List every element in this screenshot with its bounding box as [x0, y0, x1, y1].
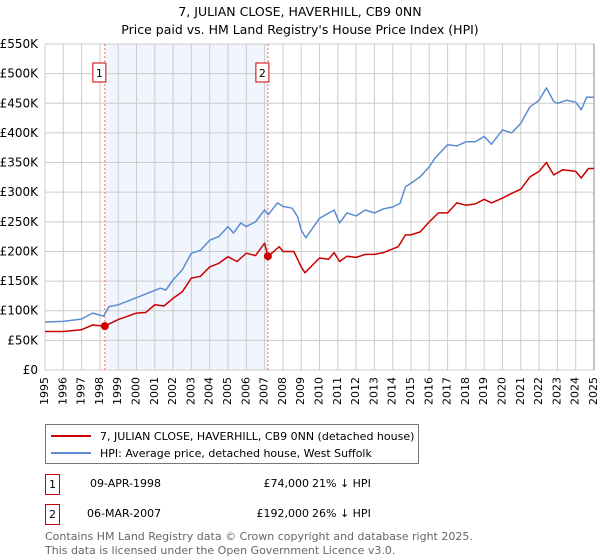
x-tick-label: 2012: [349, 377, 362, 405]
x-tick-label: 2000: [130, 377, 143, 405]
sale-point: [100, 322, 109, 331]
red-line-swatch: [51, 435, 91, 437]
x-tick-label: 2021: [514, 377, 527, 405]
sale-period-shading: [104, 44, 268, 370]
transaction-date: 06-MAR-2007: [87, 507, 162, 520]
x-tick-label: 2009: [294, 377, 307, 405]
x-tick-label: 2006: [239, 377, 252, 405]
footer-licence: This data is licensed under the Open Gov…: [45, 544, 396, 557]
chart-title: 7, JULIAN CLOSE, HAVERHILL, CB9 0NN: [178, 4, 422, 19]
transaction-price: £74,000: [263, 477, 310, 490]
marker-badge: 2: [45, 504, 60, 525]
x-tick-label: 2007: [258, 377, 271, 405]
y-tick-label: £450K: [0, 96, 39, 110]
x-tick-label: 2003: [184, 377, 197, 405]
y-tick-label: £300K: [0, 185, 39, 199]
y-tick-label: £50K: [7, 333, 39, 347]
sale-point: [263, 252, 272, 261]
y-tick-label: £250K: [0, 215, 39, 229]
sale-marker-label: 2: [259, 67, 266, 80]
x-tick-label: 2013: [367, 377, 380, 405]
footer-copyright: Contains HM Land Registry data © Crown c…: [45, 530, 473, 543]
transaction-price: £192,000: [256, 507, 310, 520]
y-tick-label: £0: [23, 363, 38, 377]
x-tick-label: 2002: [166, 377, 179, 405]
x-tick-label: 2010: [313, 377, 326, 405]
x-tick-label: 2014: [386, 377, 399, 405]
sale-marker-badge: [255, 62, 270, 83]
x-tick-label: 2015: [404, 377, 417, 405]
x-tick-label: 2008: [276, 377, 289, 405]
y-tick-label: £150K: [0, 274, 39, 288]
series-line: [44, 87, 594, 323]
price-chart: 1995 1996 1997 1998 1999 2000 2001 2002 2003 2004…: [0, 37, 600, 405]
y-tick-label: £100K: [0, 304, 39, 318]
transaction-date: 09-APR-1998: [90, 477, 162, 490]
transaction-hpi: 26% ↓ HPI: [312, 507, 371, 520]
x-tick-label: 2004: [203, 377, 216, 405]
series-line: [45, 161, 594, 333]
legend-label: HPI: Average price, detached house, West…: [100, 446, 372, 460]
x-tick-label: 2011: [331, 377, 344, 405]
x-tick-label: 1997: [75, 377, 88, 405]
x-tick-label: 2018: [459, 377, 472, 405]
x-tick-label: 2025: [587, 377, 600, 405]
blue-line-swatch: [51, 452, 91, 454]
x-tick-label: 2024: [569, 377, 582, 405]
x-tick-label: 2016: [422, 377, 435, 405]
x-tick-label: 2019: [477, 377, 490, 405]
legend-item-hpi: HPI: Average price, detached house, West…: [46, 445, 372, 461]
x-tick-label: 1995: [38, 377, 51, 405]
sale-marker-badge: [92, 62, 107, 83]
y-tick-label: £200K: [0, 244, 39, 258]
x-tick-label: 2017: [441, 377, 454, 405]
marker-badge: 1: [45, 474, 60, 495]
x-tick-label: 2005: [221, 377, 234, 405]
x-tick-label: 2023: [550, 377, 563, 405]
x-tick-label: 2020: [496, 377, 509, 405]
legend: 7, JULIAN CLOSE, HAVERHILL, CB9 0NN (det…: [45, 424, 419, 464]
y-tick-label: £550K: [0, 37, 39, 51]
x-tick-label: 1998: [93, 377, 106, 405]
y-tick-label: £500K: [0, 67, 39, 81]
x-tick-label: 2022: [532, 377, 545, 405]
legend-item-property: 7, JULIAN CLOSE, HAVERHILL, CB9 0NN (det…: [46, 428, 414, 444]
transaction-hpi: 21% ↓ HPI: [312, 477, 371, 490]
x-tick-label: 2001: [148, 377, 161, 405]
y-tick-label: £400K: [0, 126, 39, 140]
chart-subtitle: Price paid vs. HM Land Registry's House …: [121, 22, 479, 37]
legend-label: 7, JULIAN CLOSE, HAVERHILL, CB9 0NN (det…: [100, 429, 415, 443]
y-tick-label: £350K: [0, 156, 39, 170]
x-tick-label: 1996: [56, 377, 69, 405]
x-tick-label: 1999: [111, 377, 124, 405]
sale-marker-label: 1: [96, 67, 103, 80]
